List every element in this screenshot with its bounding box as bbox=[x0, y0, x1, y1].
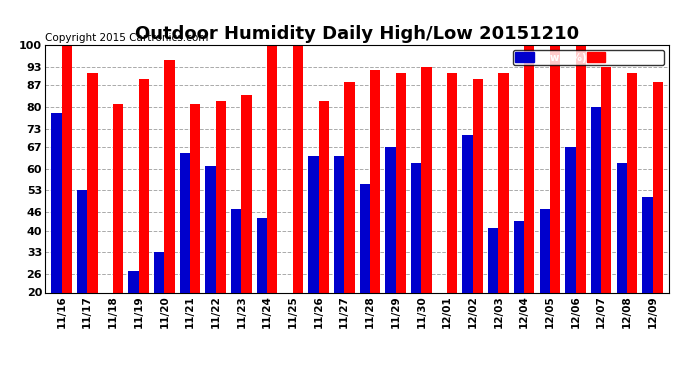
Text: Copyright 2015 Cartronics.com: Copyright 2015 Cartronics.com bbox=[45, 33, 208, 42]
Bar bbox=[180, 153, 190, 292]
Bar bbox=[550, 45, 560, 292]
Bar bbox=[344, 82, 355, 292]
Bar bbox=[308, 156, 319, 292]
Bar bbox=[540, 209, 550, 292]
Bar bbox=[627, 73, 637, 292]
Bar bbox=[601, 67, 611, 292]
Bar bbox=[87, 73, 97, 292]
Bar bbox=[113, 104, 124, 292]
Bar bbox=[498, 73, 509, 292]
Bar bbox=[524, 45, 534, 292]
Bar bbox=[128, 271, 139, 292]
Bar bbox=[617, 163, 627, 292]
Bar bbox=[359, 184, 370, 292]
Legend: Low  (%), High  (%): Low (%), High (%) bbox=[513, 50, 664, 64]
Bar bbox=[575, 45, 586, 292]
Bar bbox=[257, 218, 267, 292]
Bar bbox=[51, 113, 61, 292]
Bar bbox=[385, 147, 395, 292]
Bar bbox=[241, 94, 252, 292]
Bar bbox=[565, 147, 575, 292]
Bar bbox=[61, 45, 72, 292]
Bar bbox=[293, 45, 303, 292]
Bar bbox=[473, 79, 483, 292]
Bar bbox=[231, 209, 241, 292]
Bar bbox=[422, 67, 432, 292]
Bar bbox=[462, 135, 473, 292]
Bar bbox=[334, 156, 344, 292]
Bar bbox=[139, 79, 149, 292]
Bar bbox=[206, 166, 216, 292]
Bar bbox=[154, 252, 164, 292]
Bar bbox=[447, 73, 457, 292]
Bar bbox=[591, 107, 601, 292]
Bar bbox=[395, 73, 406, 292]
Bar bbox=[370, 70, 380, 292]
Bar bbox=[216, 101, 226, 292]
Bar bbox=[77, 190, 87, 292]
Bar bbox=[319, 101, 329, 292]
Bar bbox=[267, 45, 277, 292]
Bar bbox=[411, 163, 422, 292]
Bar bbox=[514, 221, 524, 292]
Bar bbox=[642, 196, 653, 292]
Bar bbox=[488, 228, 498, 292]
Title: Outdoor Humidity Daily High/Low 20151210: Outdoor Humidity Daily High/Low 20151210 bbox=[135, 26, 579, 44]
Bar bbox=[164, 60, 175, 292]
Bar bbox=[190, 104, 200, 292]
Bar bbox=[653, 82, 663, 292]
